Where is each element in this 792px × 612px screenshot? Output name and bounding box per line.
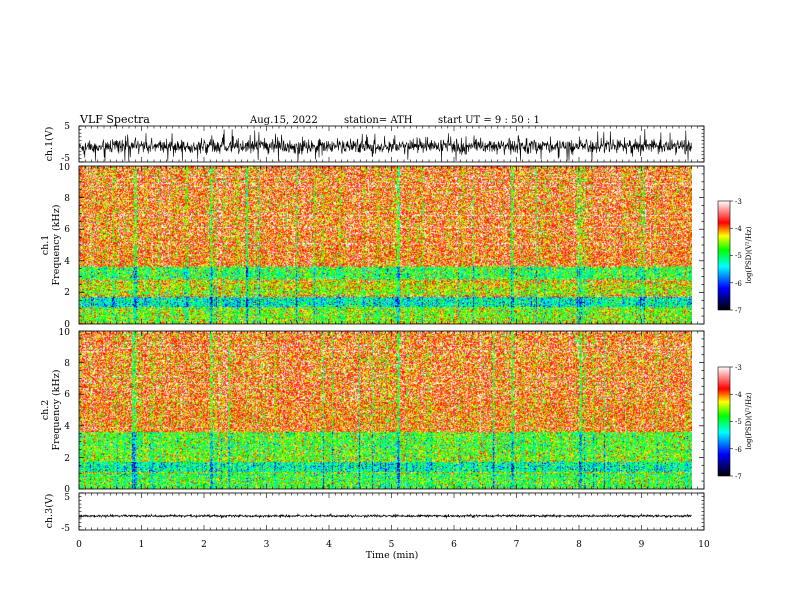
ch3-waveform-ticks [79, 492, 704, 531]
ch2-spectrogram-ylabel-frequency: Frequency (kHz) [51, 370, 62, 451]
time-tick-label: 5 [389, 540, 395, 550]
time-tick-label: 3 [264, 540, 270, 550]
ch1-cbtick-m3: -3 [735, 198, 742, 206]
ch2-cbtick-m3: -3 [735, 364, 742, 372]
time-tick-label: 8 [576, 540, 582, 550]
ch2-ytick-4: 4 [64, 422, 70, 432]
time-tick-label: 9 [639, 540, 645, 550]
ch1-cbtick-m5: -5 [735, 252, 742, 260]
ch2-cbtick-m5: -5 [735, 418, 742, 426]
ch1-colorbar: -3 -4 -5 -6 -7 log(PSD)(V²/Hz) [717, 198, 753, 315]
ch2-colorbar-gradient [717, 366, 731, 477]
ch1-ytick-0: 0 [64, 320, 70, 330]
time-tick-label: 6 [451, 540, 457, 550]
ch1-waveform-ticks [79, 125, 704, 163]
ch2-ytick-6: 6 [64, 390, 70, 400]
ch2-cbtick-m6: -6 [735, 446, 742, 454]
time-axis-tick-labels: 0 1 2 3 4 5 6 7 8 9 10 [76, 540, 710, 550]
ch1-cbtick-m6: -6 [735, 280, 742, 288]
ch1-ytick-2: 2 [64, 288, 70, 298]
ch3-ytick-top: 5 [64, 493, 70, 503]
time-tick-label: 1 [139, 540, 145, 550]
time-axis: 0 1 2 3 4 5 6 7 8 9 10 Time (min) [76, 126, 710, 561]
ch1-spectrogram-ylabel-channel: ch.1 [40, 235, 51, 256]
ch1-spectrogram-panel: 0 2 4 6 8 10 ch.1 Frequency (kHz) [40, 163, 705, 330]
ch1-colorbar-label: log(PSD)(V²/Hz) [745, 226, 753, 283]
ch2-spectrogram-panel: 0 2 4 6 8 10 ch.2 Frequency (kHz) [40, 328, 705, 495]
ch1-ytick-top: 5 [64, 122, 70, 132]
ch2-colorbar-ticks [730, 366, 733, 477]
ch3-waveform-trace [78, 512, 692, 519]
ch1-ytick-10: 10 [59, 163, 71, 173]
ch3-waveform-frame [78, 492, 705, 531]
ch2-colorbar-label: log(PSD)(V²/Hz) [745, 392, 753, 449]
ch3-waveform-ylabel: ch.3(V) [44, 494, 55, 529]
figure-title: VLF Spectra [79, 113, 150, 126]
time-axis-label: Time (min) [366, 550, 419, 561]
ch1-ytick-bottom: -5 [61, 154, 70, 164]
start-time-label: start UT = 9 : 50 : 1 [438, 115, 540, 126]
ch2-spectrogram-image [79, 331, 692, 489]
ch2-ytick-10: 10 [59, 328, 71, 338]
time-tick-label: 2 [201, 540, 207, 550]
ch2-cbtick-m7: -7 [735, 473, 742, 481]
station-label: station= ATH [344, 115, 413, 126]
ch1-spectrogram-ylabel-frequency: Frequency (kHz) [51, 205, 62, 286]
time-axis-ticks [78, 126, 705, 530]
ch1-waveform-ylabel: ch.1(V) [44, 127, 55, 162]
ch1-colorbar-gradient [717, 200, 731, 311]
ch2-colorbar: -3 -4 -5 -6 -7 log(PSD)(V²/Hz) [717, 364, 753, 481]
time-tick-label: 0 [76, 540, 82, 550]
time-tick-label: 7 [514, 540, 520, 550]
ch3-waveform-panel: 5 -5 ch.3(V) [44, 492, 705, 534]
ch1-cbtick-m4: -4 [735, 225, 742, 233]
ch1-waveform-trace [78, 129, 692, 161]
ch3-ytick-bottom: -5 [61, 524, 70, 534]
ch2-ytick-8: 8 [64, 359, 70, 369]
ch1-colorbar-ticks [730, 200, 733, 311]
ch2-ytick-0: 0 [64, 485, 70, 495]
ch1-spectrogram-ticks: 0 2 4 6 8 10 [59, 163, 704, 330]
ch1-ytick-6: 6 [64, 225, 70, 235]
ch1-cbtick-m7: -7 [735, 307, 742, 315]
ch1-ytick-8: 8 [64, 194, 70, 204]
date-label: Aug.15, 2022 [249, 115, 318, 126]
ch2-spectrogram-ylabel-channel: ch.2 [40, 400, 51, 421]
ch2-cbtick-m4: -4 [735, 391, 742, 399]
ch2-spectrogram-ticks: 0 2 4 6 8 10 [59, 328, 704, 495]
ch2-ytick-2: 2 [64, 454, 70, 464]
time-tick-label: 10 [698, 540, 710, 550]
ch1-ytick-4: 4 [64, 257, 70, 267]
time-tick-label: 4 [326, 540, 332, 550]
ch1-spectrogram-image [79, 166, 692, 324]
ch1-waveform-panel: 5 -5 ch.1(V) [44, 122, 705, 164]
